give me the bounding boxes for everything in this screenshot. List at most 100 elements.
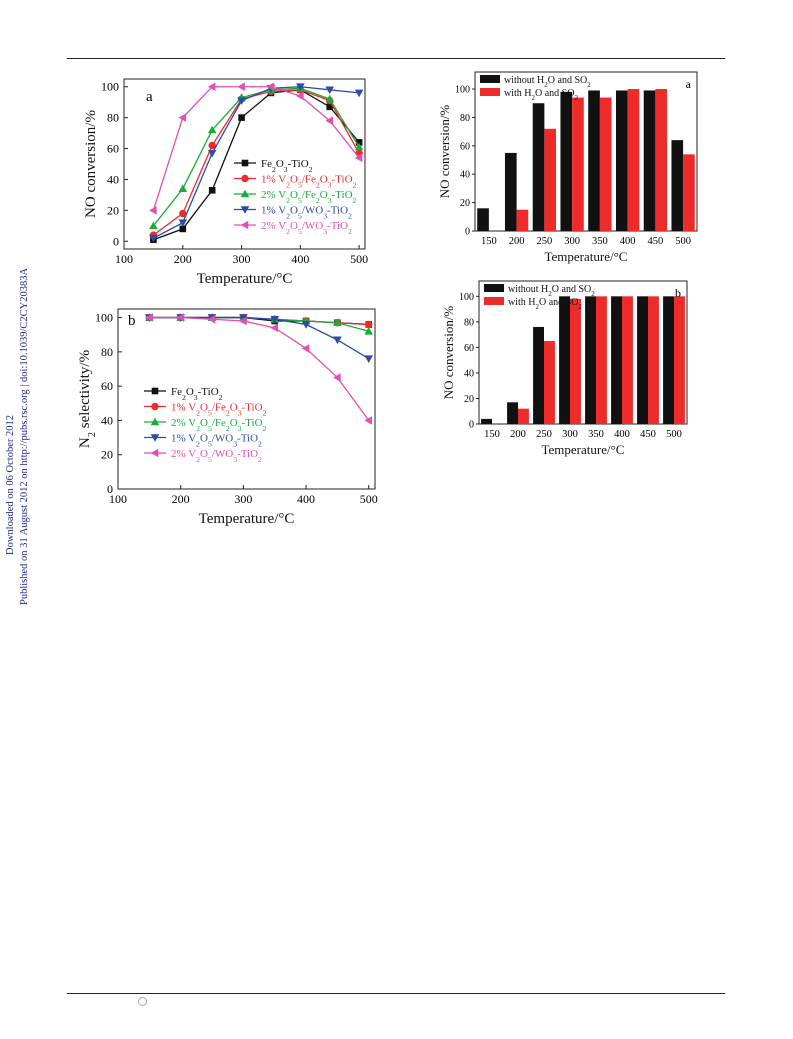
bar [627,89,640,232]
side-citation: Published on 31 August 2012 on http://pu… [5,268,30,605]
panel-label: a [686,77,692,91]
x-tick-label: 500 [360,492,378,506]
legend-marker [151,387,159,395]
x-tick-label: 500 [350,252,368,266]
x-axis-label: Temperature/°C [542,442,625,457]
bar [477,208,489,231]
y-tick-label: 0 [469,420,474,431]
data-point [239,314,248,322]
x-tick-label: 150 [484,429,500,440]
bar [559,296,570,424]
series-line [152,87,360,227]
bar [544,341,555,424]
data-point [207,82,216,92]
legend-marker [241,174,249,183]
legend-label: with H2O and SO2 [504,88,578,102]
x-tick-label: 300 [564,236,580,247]
y-axis-label: N2 selectivity/% [77,350,98,448]
bar [560,91,573,231]
y-tick-label: 0 [113,234,119,248]
y-tick-label: 100 [101,80,119,94]
y-tick-label: 20 [460,198,470,209]
data-point [301,344,310,353]
panel-label: b [128,313,136,329]
bar [663,296,674,424]
legend-marker [150,434,160,442]
x-tick-label: 250 [537,236,553,247]
legend-label: without H2O and SO2 [508,284,595,298]
series-group [149,83,364,243]
x-tick-label: 100 [115,252,133,266]
bar [674,296,685,424]
legend-marker [241,159,249,167]
bar-chart-no-conversion-a: 0 20 40 60 80 100 150 200 250 300 350 400 450 500 Temp… [437,71,698,264]
data-point [354,153,363,163]
published-note: Published on 31 August 2012 on http://pu… [19,268,30,605]
series-group [145,313,373,425]
bar [671,140,684,231]
x-tick-label: 200 [174,252,192,266]
data-point [239,316,247,326]
y-tick-label: 100 [455,85,470,96]
legend-label: Fe2O3-TiO2 [261,158,313,174]
y-tick-label: 60 [101,379,113,393]
plot-frame [117,308,376,490]
bar [570,298,581,424]
data-point [364,326,374,335]
x-tick-label: 450 [648,236,664,247]
x-tick-label: 150 [481,236,497,247]
x-tick-label: 100 [109,492,127,506]
line-chart-n2-selectivity: 100 200 300 400 500 0 20 40 60 80 100 Temperature/°… [77,308,378,527]
line-chart-no-conversion: 100 200 300 400 500 0 20 40 60 80 100 Temperature/°… [83,78,368,287]
downloaded-note: Downloaded on 06 October 2012 [5,415,16,555]
bar [585,296,596,424]
plot-frame [123,78,366,250]
series-line [149,316,370,421]
data-point [326,103,334,111]
x-tick-label: 450 [640,429,656,440]
y-tick-label: 60 [464,343,474,354]
x-tick-label: 350 [588,429,604,440]
bar [504,152,517,231]
y-tick-label: 40 [101,413,113,427]
bar [683,154,695,231]
data-point [325,86,335,95]
data-point [354,142,364,151]
panel-label: b [675,286,681,300]
data-point [301,321,311,329]
footer-circle-icon [138,997,147,1006]
legend-label: 1% V2O5/Fe2O3-TiO2 [261,174,357,190]
series-group [149,82,363,215]
data-point [296,91,304,101]
data-point [178,219,188,228]
bar [532,103,545,231]
series-line [153,86,360,239]
y-tick-label: 100 [95,311,113,325]
data-point [237,82,245,92]
y-tick-label: 80 [460,113,470,124]
data-point [145,313,153,322]
x-tick-label: 400 [291,252,309,266]
data-point [364,355,374,364]
data-point [325,116,334,126]
y-tick-label: 40 [107,172,119,186]
panel-label: a [146,89,153,105]
data-point [178,184,188,193]
data-point [355,139,363,146]
data-point [364,416,373,425]
y-tick-label: 40 [460,170,470,181]
bottom-rule [67,993,725,994]
x-tick-label: 400 [297,492,315,506]
legend-label: 2% V2O5/Fe2O3-TiO2 [261,189,357,205]
bar [615,90,628,231]
y-tick-label: 0 [107,482,113,496]
legend-marker [240,206,250,214]
series-line [153,89,360,241]
legend-label: 1% V2O5/WO3-TiO2 [171,433,262,449]
data-point [149,221,158,230]
data-point [237,97,246,105]
data-point [296,83,305,92]
series-group [149,83,364,230]
data-point [325,94,335,103]
bar [637,296,648,424]
